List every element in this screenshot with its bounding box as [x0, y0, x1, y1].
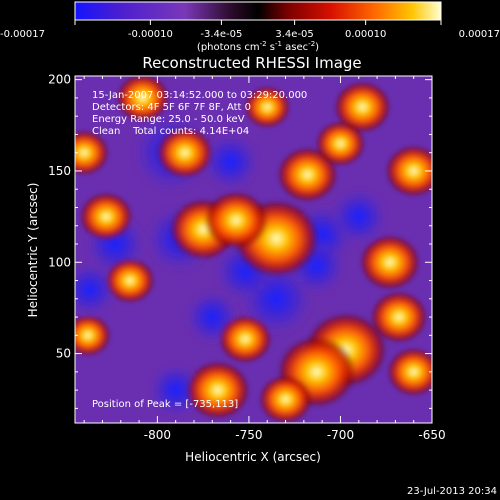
y-tick-label: 50 — [56, 347, 71, 361]
annotations: 15-Jan-2007 03:14:52.000 to 03:29:20.000… — [92, 90, 307, 410]
bright-source — [385, 145, 432, 197]
bright-source — [218, 314, 272, 364]
annotation-peak: Position of Peak = [-735,113] — [92, 399, 238, 410]
colorbar-tick-label: 0.00017 — [459, 29, 500, 40]
colorbar-tick-label: 0.00010 — [345, 29, 386, 40]
colorbar: -0.00017 -0.00010 -3.4e-05 3.4e-05 0.00010 0.… — [0, 1, 500, 53]
axes: -800 -750 -700 -650 50 100 150 200 — [48, 73, 446, 442]
y-tick-label: 100 — [48, 255, 71, 269]
annotation-detectors: Detectors: 4F 5F 6F 7F 8F, Att 0 — [92, 102, 251, 113]
colorbar-units: (photons cm-2 s-1 asec-2) — [197, 40, 319, 53]
x-axis-label: Heliocentric X (arcsec) — [185, 450, 321, 464]
annotation-time: 15-Jan-2007 03:14:52.000 to 03:29:20.000 — [92, 90, 307, 101]
bright-source — [75, 130, 109, 176]
bright-source — [370, 291, 428, 343]
colorbar-tick-label: -0.00010 — [128, 29, 173, 40]
x-tick-label: -650 — [418, 428, 445, 442]
bright-source — [79, 192, 133, 241]
bright-source — [105, 258, 155, 304]
bright-source — [277, 147, 338, 203]
colorbar-tick-label: -0.00017 — [0, 29, 45, 40]
bright-source — [244, 86, 291, 128]
plot-frame — [74, 75, 433, 424]
dim-source — [201, 132, 261, 192]
dim-source — [147, 362, 204, 418]
bright-source — [334, 81, 391, 133]
annotation-method-counts: Clean Total counts: 4.14E+04 — [92, 126, 249, 137]
colorbar-tick-label: -3.4e-05 — [200, 29, 242, 40]
bright-source — [156, 126, 214, 179]
bright-source — [359, 234, 421, 290]
bright-source — [315, 121, 366, 167]
heatmap-image — [75, 76, 432, 423]
bright-source — [204, 191, 269, 250]
heatmap-plot: -800 -750 -700 -650 50 100 150 200 — [48, 73, 446, 442]
bright-source — [258, 375, 313, 423]
bright-source — [387, 347, 432, 397]
colorbar-ticks: -0.00017 -0.00010 -3.4e-05 3.4e-05 0.00010 0.… — [0, 20, 500, 40]
x-tick-label: -750 — [235, 428, 262, 442]
footer-timestamp: 23-Jul-2013 20:34 — [407, 486, 497, 497]
bright-source — [185, 361, 250, 420]
y-tick-label: 200 — [48, 73, 71, 87]
colorbar-tick-label: 3.4e-05 — [275, 29, 313, 40]
colorbar-gradient — [74, 1, 442, 21]
annotation-energy: Energy Range: 25.0 - 50.0 keV — [92, 114, 245, 125]
dim-source — [329, 187, 389, 247]
chart-title: Reconstructed RHESSI Image — [142, 54, 361, 72]
x-tick-label: -700 — [327, 428, 354, 442]
y-axis-label: Heliocentric Y (arcsec) — [26, 183, 40, 318]
bright-source — [116, 76, 170, 123]
bright-source — [75, 314, 111, 357]
x-tick-label: -800 — [144, 428, 171, 442]
y-tick-label: 150 — [48, 164, 71, 178]
